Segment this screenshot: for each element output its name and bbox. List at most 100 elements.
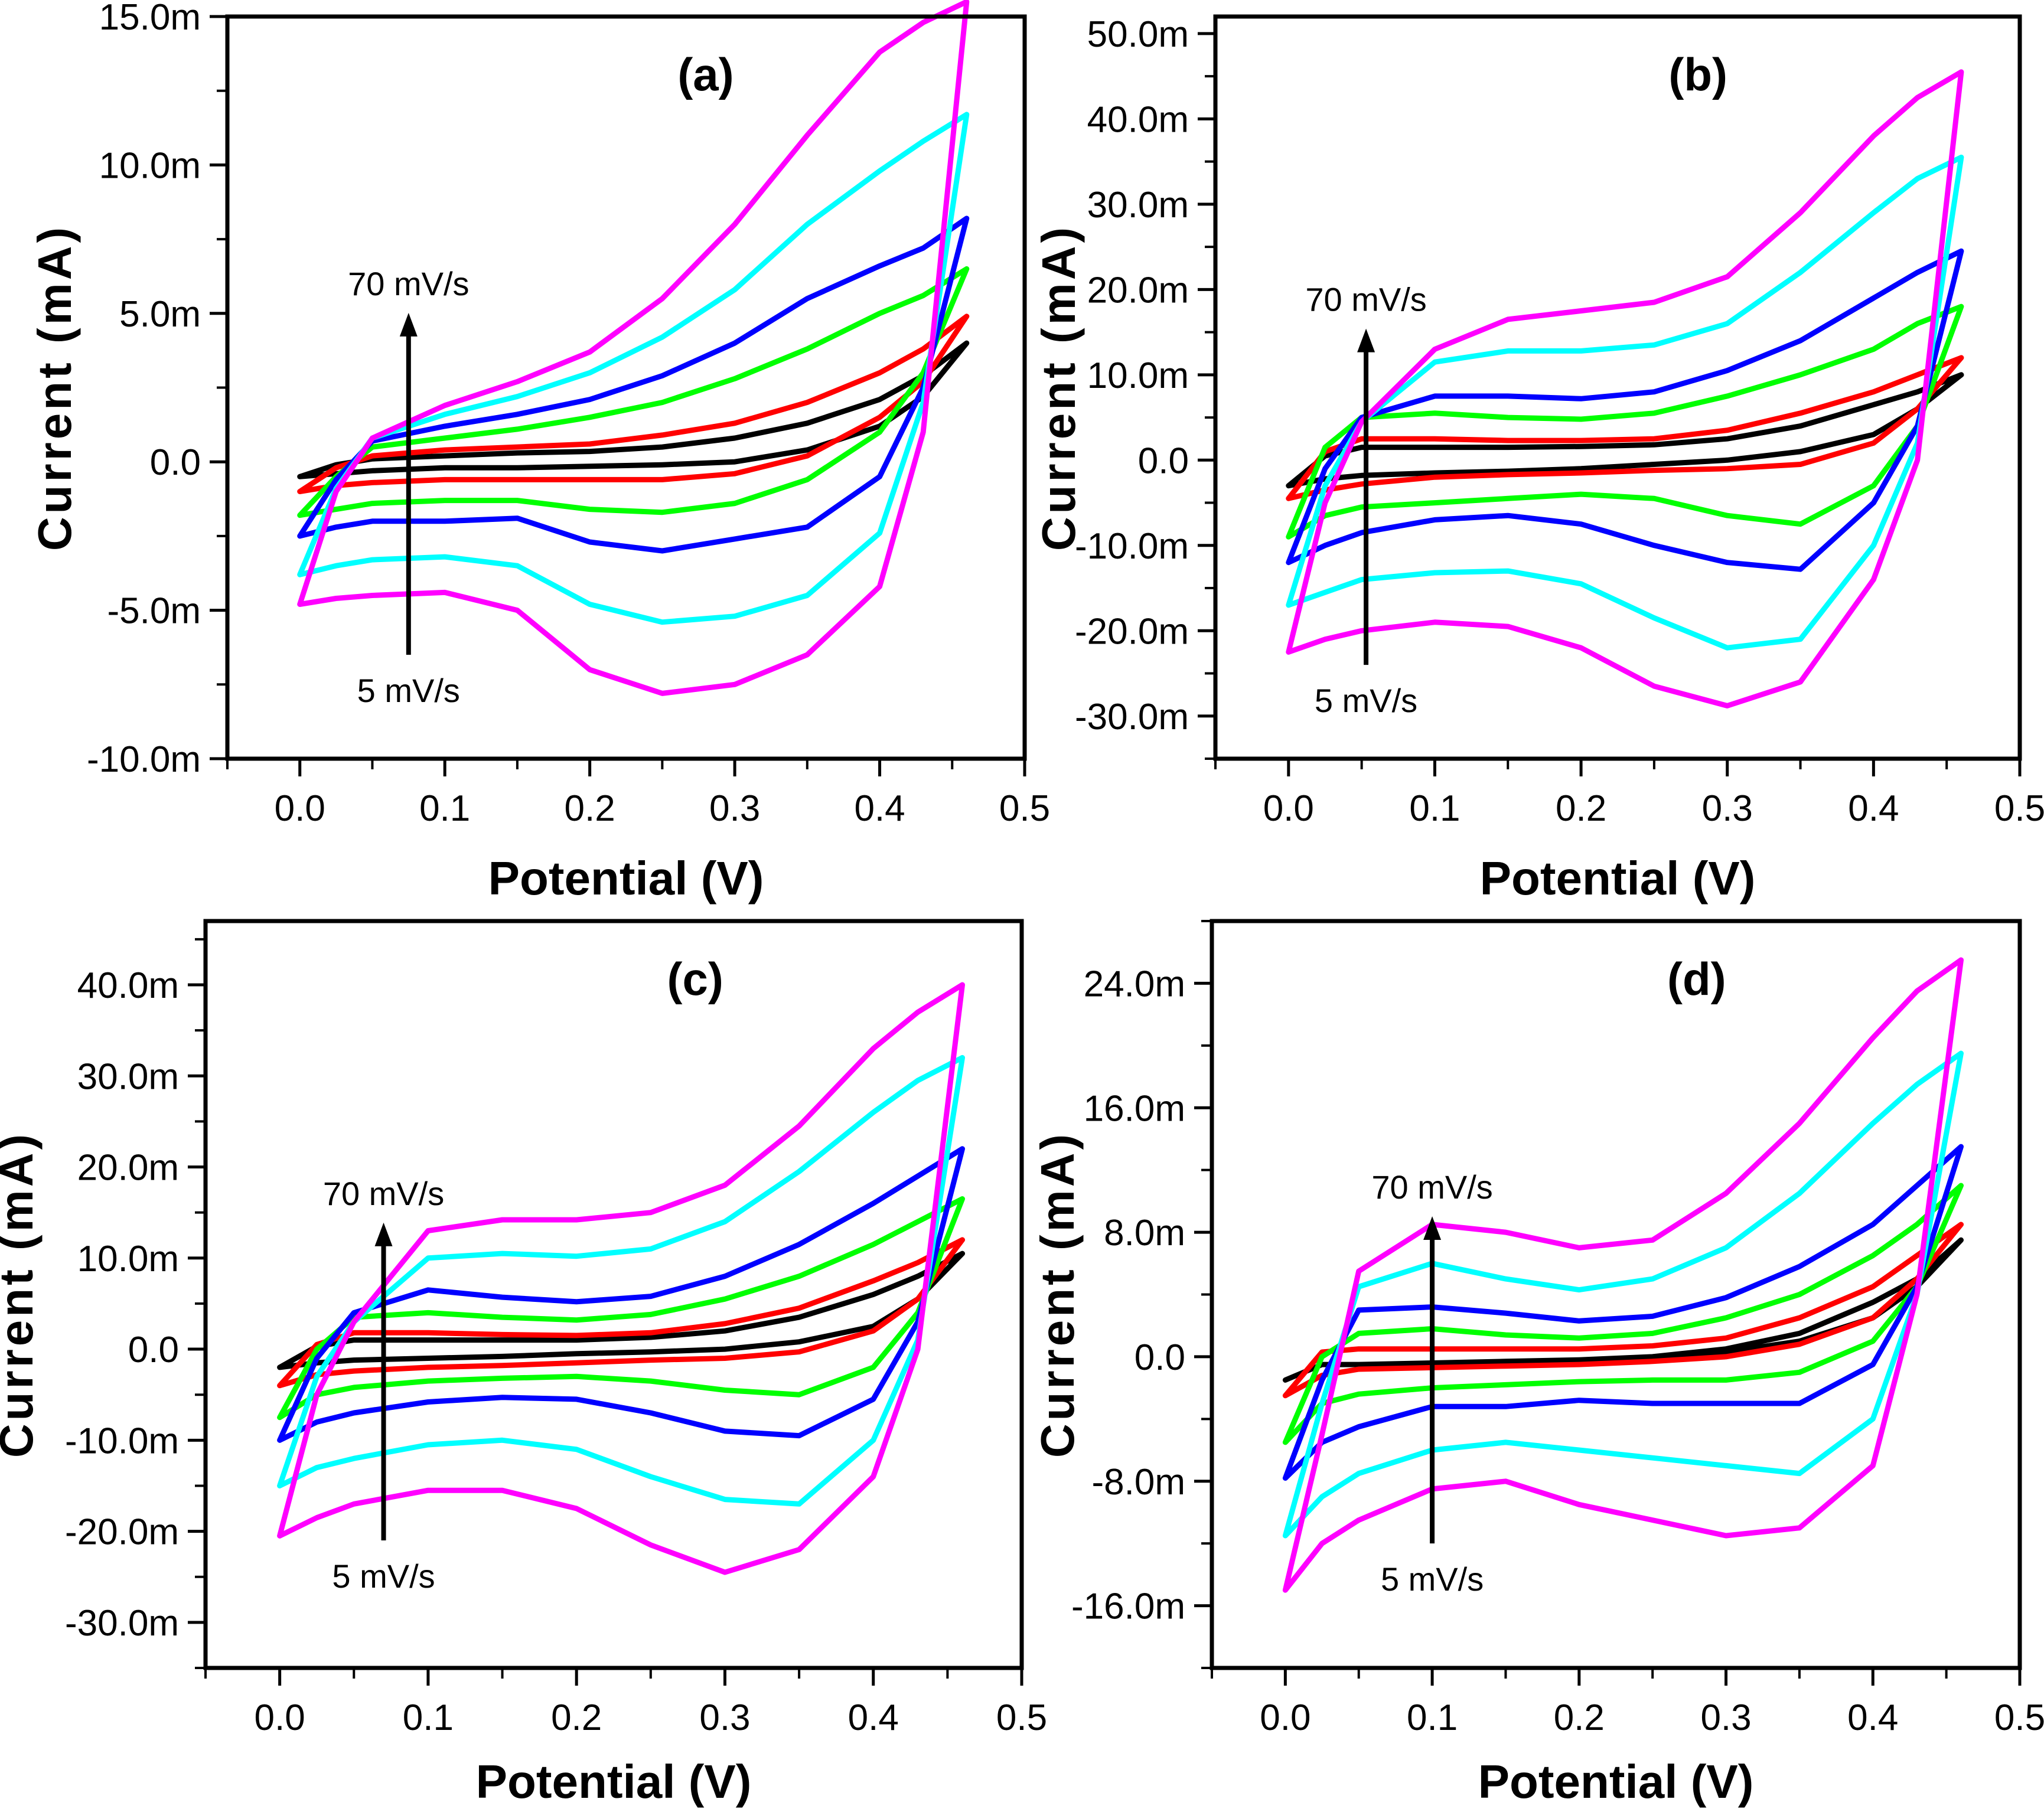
y-tick-label: 30.0m	[77, 1056, 179, 1097]
cv-curve-5-mv-s	[277, 1251, 965, 1370]
x-tick-label: 0.2	[1556, 788, 1606, 829]
panel-a: 0.0 0.1 0.2 0.3 0.4 0.5 -10.0m -5.0m 0.0 5.0m 10.0…	[28, 0, 1050, 905]
cv-curve-20-mv-s	[1286, 303, 1964, 540]
x-tick-label: 0.0	[1263, 788, 1314, 829]
y-tick-label: -10.0m	[1075, 526, 1189, 567]
scan-rate-arrow-head	[1423, 1216, 1442, 1240]
y-tick-label: 0.0	[150, 442, 201, 483]
cv-curve-30-mv-s	[277, 1146, 965, 1443]
x-tick-label: 0.4	[848, 1697, 899, 1738]
x-axis-title: Potential (V)	[488, 852, 764, 905]
y-tick-label: 20.0m	[77, 1148, 179, 1189]
cv-curve-10-mv-s	[277, 1237, 965, 1389]
y-tick-label: 20.0m	[1087, 270, 1189, 311]
annotation-70-mv-s: 70 mV/s	[1371, 1168, 1492, 1206]
y-tick-label: 10.0m	[99, 145, 201, 186]
panel-label: (b)	[1668, 48, 1727, 100]
x-axis-title: Potential (V)	[1478, 1755, 1754, 1808]
x-tick-label: 0.3	[699, 1697, 750, 1738]
y-tick-label: 50.0m	[1087, 14, 1189, 55]
y-tick-label: 8.0m	[1104, 1213, 1185, 1253]
x-tick-label: 0.0	[255, 1697, 305, 1738]
panel-label: (a)	[677, 48, 734, 100]
cv-curve-30-mv-s	[1282, 1144, 1964, 1481]
y-tick-label: 40.0m	[1087, 99, 1189, 140]
y-tick-label: -30.0m	[65, 1603, 179, 1644]
y-axis-title: Current (mA)	[1031, 1131, 1084, 1458]
y-tick-label: -10.0m	[87, 739, 201, 780]
y-tick-label: 0.0	[1135, 1337, 1185, 1378]
y-axis-title: Current (mA)	[0, 1131, 43, 1458]
scan-rate-arrow-head	[374, 1222, 393, 1246]
x-tick-label: 0.2	[551, 1697, 602, 1738]
y-tick-label: 10.0m	[77, 1239, 179, 1279]
y-tick-label: 10.0m	[1087, 355, 1189, 396]
annotation-70-mv-s: 70 mV/s	[323, 1175, 444, 1212]
panel-label: (d)	[1667, 953, 1726, 1005]
panel-d: 0.0 0.1 0.2 0.3 0.4 0.5 -16.0m -8.0m 0.0 8.0m 16.0…	[1031, 919, 2044, 1808]
plot-frame	[203, 919, 1024, 1670]
scan-rate-arrow-head	[399, 312, 418, 337]
x-tick-label: 0.4	[854, 788, 905, 829]
annotation-70-mv-s: 70 mV/s	[1305, 281, 1426, 318]
cv-curve-20-mv-s	[277, 1196, 965, 1421]
y-tick-label: 30.0m	[1087, 185, 1189, 226]
cv-curve-70-mv-s	[277, 982, 965, 1575]
x-tick-label: 0.1	[419, 788, 470, 829]
cv-curve-20-mv-s	[297, 266, 970, 518]
y-tick-label: -8.0m	[1092, 1462, 1185, 1503]
y-tick-label: -16.0m	[1071, 1586, 1185, 1627]
cv-curve-70-mv-s	[297, 0, 970, 696]
y-tick-label: 5.0m	[119, 294, 201, 335]
x-tick-label: 0.0	[275, 788, 325, 829]
cv-curve-10-mv-s	[1286, 355, 1964, 501]
y-tick-label: 16.0m	[1084, 1088, 1185, 1129]
cv-curve-20-mv-s	[1282, 1183, 1964, 1445]
panel-label: (c)	[667, 953, 723, 1005]
x-tick-label: 0.5	[999, 788, 1050, 829]
x-tick-label: 0.1	[1407, 1697, 1458, 1738]
y-tick-label: 40.0m	[77, 965, 179, 1006]
y-tick-label: 0.0	[1138, 440, 1189, 481]
cv-curve-10-mv-s	[297, 314, 970, 494]
y-axis-title: Current (mA)	[28, 224, 81, 551]
x-axis-title: Potential (V)	[1480, 852, 1756, 905]
annotation-5-mv-s: 5 mV/s	[1381, 1560, 1484, 1598]
cv-curve-5-mv-s	[297, 340, 970, 479]
annotation-70-mv-s: 70 mV/s	[348, 265, 469, 302]
x-tick-label: 0.1	[1409, 788, 1460, 829]
cv-curve-50-mv-s	[277, 1054, 965, 1507]
y-tick-label: 0.0	[128, 1330, 179, 1370]
cv-curve-50-mv-s	[297, 112, 970, 625]
y-tick-label: -20.0m	[1075, 611, 1189, 652]
x-tick-label: 0.4	[1848, 788, 1899, 829]
y-tick-label: 24.0m	[1084, 964, 1185, 1004]
cv-curve-30-mv-s	[1286, 248, 1964, 572]
x-tick-label: 0.0	[1260, 1697, 1310, 1738]
annotation-5-mv-s: 5 mV/s	[1315, 682, 1417, 719]
y-tick-label: -5.0m	[107, 591, 201, 632]
cv-curve-5-mv-s	[1286, 372, 1964, 489]
cv-curve-10-mv-s	[1282, 1222, 1964, 1399]
cv-curve-50-mv-s	[1286, 154, 1964, 651]
y-tick-label: -10.0m	[65, 1421, 179, 1461]
x-tick-label: 0.4	[1847, 1697, 1898, 1738]
x-tick-label: 0.5	[1994, 1697, 2044, 1738]
x-tick-label: 0.1	[403, 1697, 454, 1738]
cv-curve-50-mv-s	[1282, 1050, 1964, 1539]
y-axis-title: Current (mA)	[1032, 224, 1085, 551]
cv-curve-5-mv-s	[1282, 1237, 1964, 1383]
y-tick-label: -20.0m	[65, 1512, 179, 1553]
x-tick-label: 0.2	[565, 788, 615, 829]
x-tick-label: 0.5	[1994, 788, 2044, 829]
x-tick-label: 0.3	[1700, 1697, 1751, 1738]
x-tick-label: 0.2	[1554, 1697, 1605, 1738]
y-tick-label: -30.0m	[1075, 697, 1189, 737]
x-axis-title: Potential (V)	[476, 1755, 752, 1808]
panel-b: 0.0 0.1 0.2 0.3 0.4 0.5 -30.0m -20.0m -10.0m 0.0 1…	[1032, 14, 2044, 905]
cv-curve-30-mv-s	[297, 216, 970, 554]
cv-curve-70-mv-s	[1286, 69, 1964, 709]
annotation-5-mv-s: 5 mV/s	[357, 672, 460, 709]
scan-rate-arrow-head	[1357, 328, 1375, 352]
